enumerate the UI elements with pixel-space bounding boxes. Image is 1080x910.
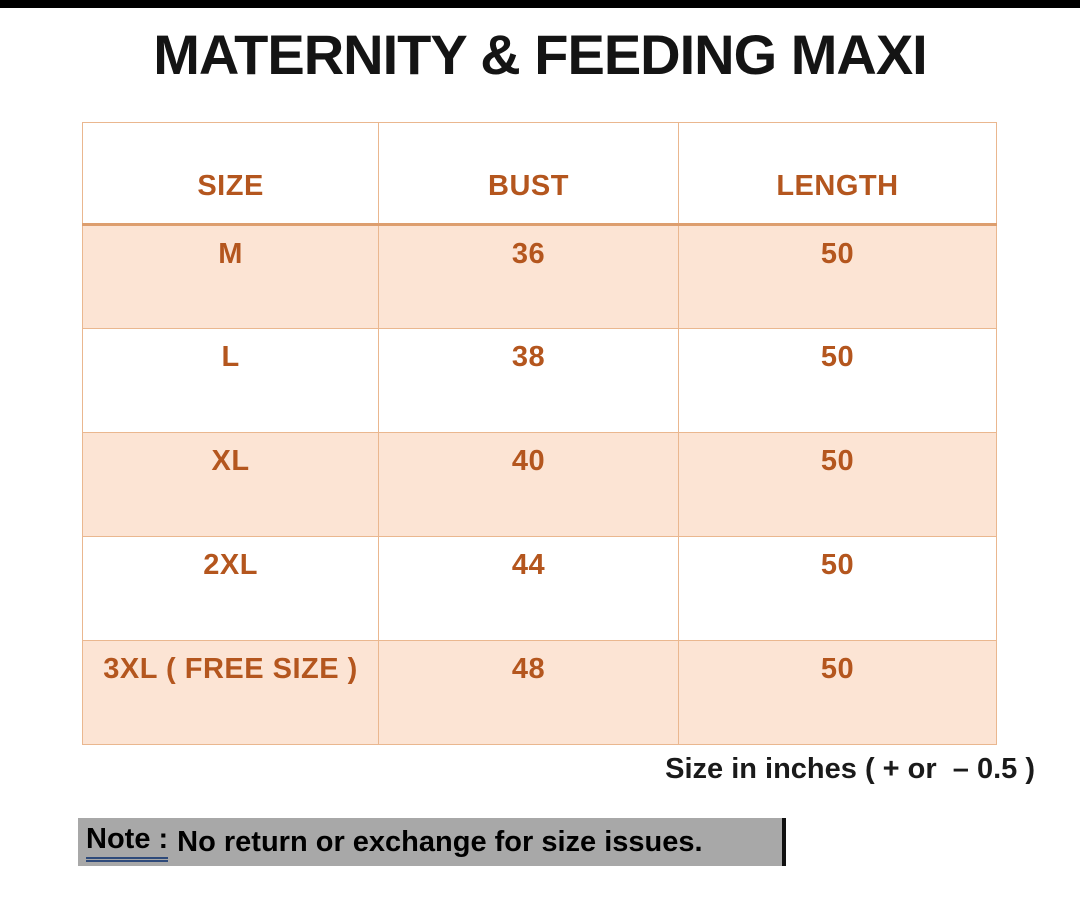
cell-size: 2XL (81, 536, 380, 641)
page-title: MATERNITY & FEEDING MAXI (153, 23, 928, 86)
size-table: SIZE BUST LENGTH M 36 50 L 38 50 XL 40 5… (81, 122, 998, 745)
text-cursor (782, 818, 786, 866)
top-black-bar (0, 0, 1080, 8)
cell-bust: 40 (378, 432, 679, 537)
cell-size: XL (81, 432, 380, 537)
cell-bust: 48 (378, 640, 679, 745)
note-text: No return or exchange for size issues. (177, 825, 703, 858)
cell-bust: 36 (378, 224, 679, 329)
cell-length: 50 (677, 640, 998, 745)
cell-length: 50 (677, 328, 998, 433)
column-header-size: SIZE (81, 122, 380, 226)
cell-length: 50 (677, 224, 998, 329)
cell-size: 3XL ( FREE SIZE ) (81, 640, 380, 745)
cell-size: M (81, 224, 380, 329)
cell-size: L (81, 328, 380, 433)
cell-length: 50 (677, 536, 998, 641)
cell-length: 50 (677, 432, 998, 537)
table-row: XL 40 50 (81, 432, 998, 537)
cell-bust: 44 (378, 536, 679, 641)
table-row: 2XL 44 50 (81, 536, 998, 641)
table-row: M 36 50 (81, 224, 998, 329)
column-header-length: LENGTH (677, 122, 998, 226)
units-note: Size in inches ( + or – 0.5 ) (665, 753, 1035, 785)
table-row: 3XL ( FREE SIZE ) 48 50 (81, 640, 998, 745)
table-header-row: SIZE BUST LENGTH (81, 122, 998, 226)
note-label: Note : (86, 823, 169, 862)
cell-bust: 38 (378, 328, 679, 433)
column-header-bust: BUST (378, 122, 679, 226)
return-policy-note: Note : No return or exchange for size is… (78, 818, 786, 866)
table-row: L 38 50 (81, 328, 998, 433)
